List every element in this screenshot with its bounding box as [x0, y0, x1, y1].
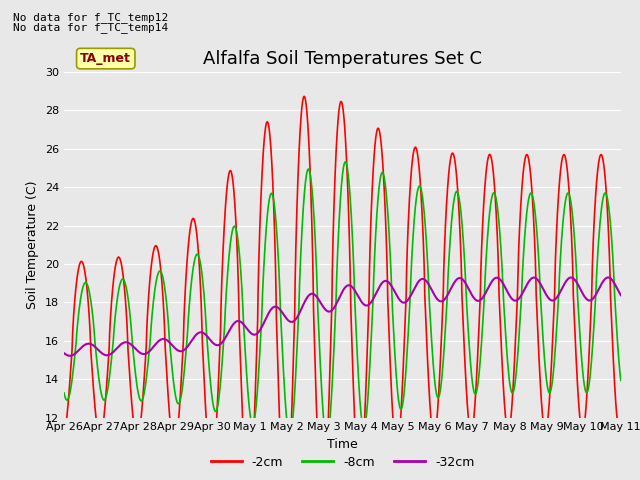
-2cm [617, 425, 625, 431]
Line: -32cm: -32cm [64, 277, 621, 356]
-2cm [274, 353, 282, 359]
-8cm [124, 292, 131, 298]
-8cm [617, 378, 625, 384]
-32cm [298, 305, 306, 311]
-32cm [66, 353, 74, 359]
-8cm [157, 268, 164, 274]
-32cm [604, 275, 612, 280]
Line: -2cm: -2cm [64, 96, 621, 480]
Y-axis label: Soil Temperature (C): Soil Temperature (C) [26, 180, 39, 309]
-2cm [124, 333, 131, 338]
-2cm [60, 432, 68, 438]
Text: No data for f_TC_temp14: No data for f_TC_temp14 [13, 22, 168, 33]
X-axis label: Time: Time [327, 438, 358, 451]
Line: -8cm: -8cm [64, 162, 621, 438]
-8cm [606, 218, 614, 224]
-32cm [124, 340, 132, 346]
-2cm [606, 281, 614, 287]
-32cm [60, 350, 68, 356]
-32cm [157, 337, 164, 343]
Title: Alfalfa Soil Temperatures Set C: Alfalfa Soil Temperatures Set C [203, 49, 482, 68]
-2cm [298, 105, 306, 111]
-32cm [606, 275, 614, 281]
-8cm [547, 389, 554, 395]
-2cm [300, 94, 308, 99]
Legend: -2cm, -8cm, -32cm: -2cm, -8cm, -32cm [205, 451, 479, 474]
Text: TA_met: TA_met [81, 52, 131, 65]
-2cm [157, 264, 164, 270]
-8cm [323, 435, 330, 441]
-32cm [617, 292, 625, 298]
-8cm [341, 159, 349, 165]
-32cm [546, 297, 554, 302]
-8cm [60, 390, 68, 396]
-32cm [274, 304, 282, 310]
-2cm [547, 384, 554, 390]
Text: No data for f_TC_temp12: No data for f_TC_temp12 [13, 12, 168, 23]
-8cm [298, 233, 305, 239]
-8cm [274, 241, 282, 247]
